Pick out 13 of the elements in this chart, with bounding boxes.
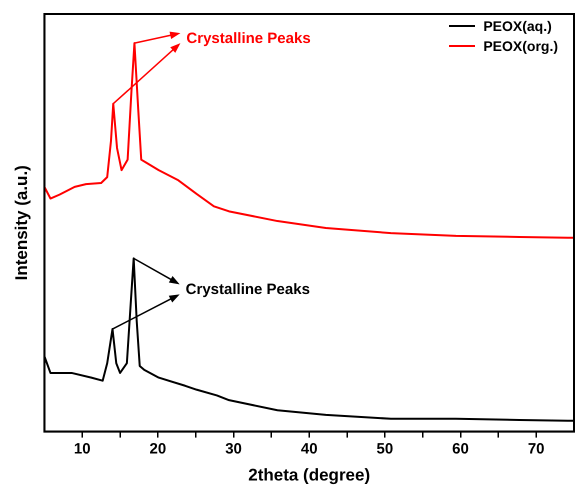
annotation: Crystalline Peaks: [186, 281, 310, 298]
annotation: Crystalline Peaks: [186, 30, 311, 48]
x-tick-label: 70: [528, 440, 545, 458]
x-tick-label: 10: [74, 440, 91, 458]
x-tick-label: 30: [225, 440, 242, 458]
legend-label: PEOX(org.): [483, 38, 558, 54]
legend-label: PEOX(aq.): [483, 18, 552, 34]
x-tick-label: 60: [452, 440, 469, 458]
x-axis-title: 2theta (degree): [248, 465, 370, 484]
x-tick-label: 20: [150, 440, 166, 458]
x-tick-label: 50: [376, 440, 394, 458]
y-axis-title: Intensity (a.u.): [12, 165, 31, 280]
x-tick-label: 40: [300, 440, 318, 458]
